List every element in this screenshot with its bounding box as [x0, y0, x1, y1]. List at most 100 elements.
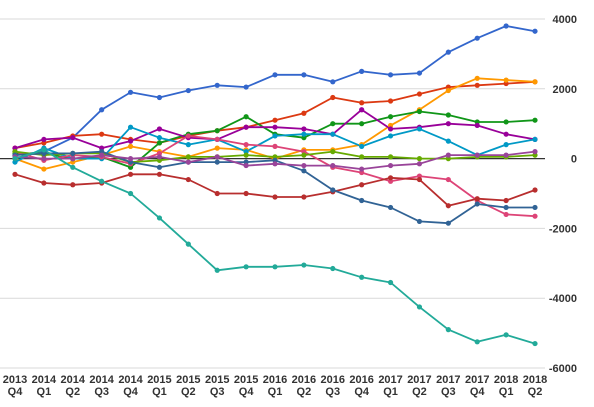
x-tick-label: 2017 Q1 [378, 374, 402, 398]
data-point [359, 166, 365, 172]
data-point [70, 182, 76, 188]
data-point [330, 121, 336, 127]
data-point [272, 143, 278, 149]
data-point [185, 87, 191, 94]
data-point [387, 162, 394, 169]
data-point [127, 124, 134, 130]
data-point [445, 112, 451, 118]
data-point [127, 171, 134, 177]
data-point [272, 72, 278, 78]
data-point [99, 152, 105, 158]
data-point [156, 154, 163, 160]
y-tick-label: 0 [571, 154, 577, 166]
data-point [272, 133, 278, 139]
data-point [272, 124, 278, 130]
data-point [387, 72, 394, 78]
x-tick-label: 2016 Q1 [263, 374, 287, 398]
data-point [445, 152, 451, 158]
x-tick-label: 2018 Q2 [523, 374, 547, 398]
x-tick-label: 2015 Q2 [176, 374, 200, 398]
x-tick-label: 2016 Q4 [349, 374, 373, 398]
data-point [214, 82, 220, 88]
x-tick-label: 2017 Q3 [436, 374, 460, 398]
data-point [359, 143, 365, 149]
data-point [532, 340, 538, 347]
series-line-9 [14, 173, 536, 207]
data-point [503, 152, 509, 158]
data-point [503, 131, 509, 137]
data-point [416, 70, 423, 76]
data-point [503, 142, 509, 148]
data-point [214, 190, 220, 197]
data-point [416, 176, 423, 183]
data-point [41, 156, 47, 162]
data-point [359, 68, 365, 74]
data-point [387, 114, 394, 120]
x-tick-label: 2015 Q1 [147, 374, 171, 398]
data-point [503, 197, 509, 204]
data-point [70, 135, 76, 141]
data-point [387, 126, 394, 132]
y-tick-label: 2000 [553, 84, 577, 96]
data-point [214, 159, 220, 165]
data-point [41, 147, 47, 153]
data-point [532, 136, 538, 143]
data-point [243, 124, 249, 130]
data-point [127, 89, 134, 95]
data-point [301, 168, 307, 174]
data-point [387, 175, 394, 181]
data-point [445, 138, 451, 144]
x-tick-label: 2013 Q4 [3, 374, 27, 398]
data-point [156, 164, 163, 170]
y-tick-label: -6000 [549, 363, 577, 375]
data-point [156, 171, 163, 177]
data-point [272, 194, 278, 200]
data-point [156, 140, 163, 146]
data-point [272, 117, 278, 123]
data-point [214, 267, 220, 273]
data-point [387, 204, 394, 211]
data-point [532, 28, 538, 34]
data-point [127, 138, 134, 144]
data-point [185, 176, 191, 183]
y-tick-label: -4000 [549, 293, 577, 305]
data-point [387, 154, 394, 160]
data-point [301, 162, 307, 169]
data-point [127, 143, 134, 149]
data-point [416, 156, 423, 162]
y-axis-ticks: 4000 2000 0 -2000 -4000 -6000 [549, 14, 577, 375]
data-point [359, 182, 365, 188]
data-point [474, 75, 480, 81]
data-point [416, 304, 423, 310]
data-point [503, 204, 509, 211]
data-point [301, 152, 307, 158]
data-point [272, 264, 278, 270]
data-point [503, 332, 509, 338]
data-point [41, 136, 47, 143]
data-point [99, 131, 105, 137]
data-point [359, 154, 365, 160]
data-point [301, 262, 307, 268]
x-tick-label: 2018 Q1 [494, 374, 518, 398]
data-point [243, 190, 249, 197]
y-tick-label: 4000 [553, 14, 577, 26]
x-tick-label: 2014 Q2 [61, 374, 86, 398]
data-point [474, 35, 480, 41]
data-point [185, 133, 191, 139]
data-point [359, 107, 365, 113]
data-point [330, 149, 336, 155]
data-point [474, 339, 480, 345]
data-point [243, 162, 249, 169]
data-point [330, 187, 336, 193]
data-point [474, 82, 480, 88]
y-tick-label: -2000 [549, 223, 577, 235]
data-point [387, 98, 394, 104]
data-point [359, 121, 365, 127]
series-points [12, 23, 538, 347]
data-point [416, 91, 423, 97]
x-tick-label: 2014 Q1 [32, 374, 57, 398]
data-point [301, 72, 307, 78]
series-line-12 [14, 149, 536, 345]
